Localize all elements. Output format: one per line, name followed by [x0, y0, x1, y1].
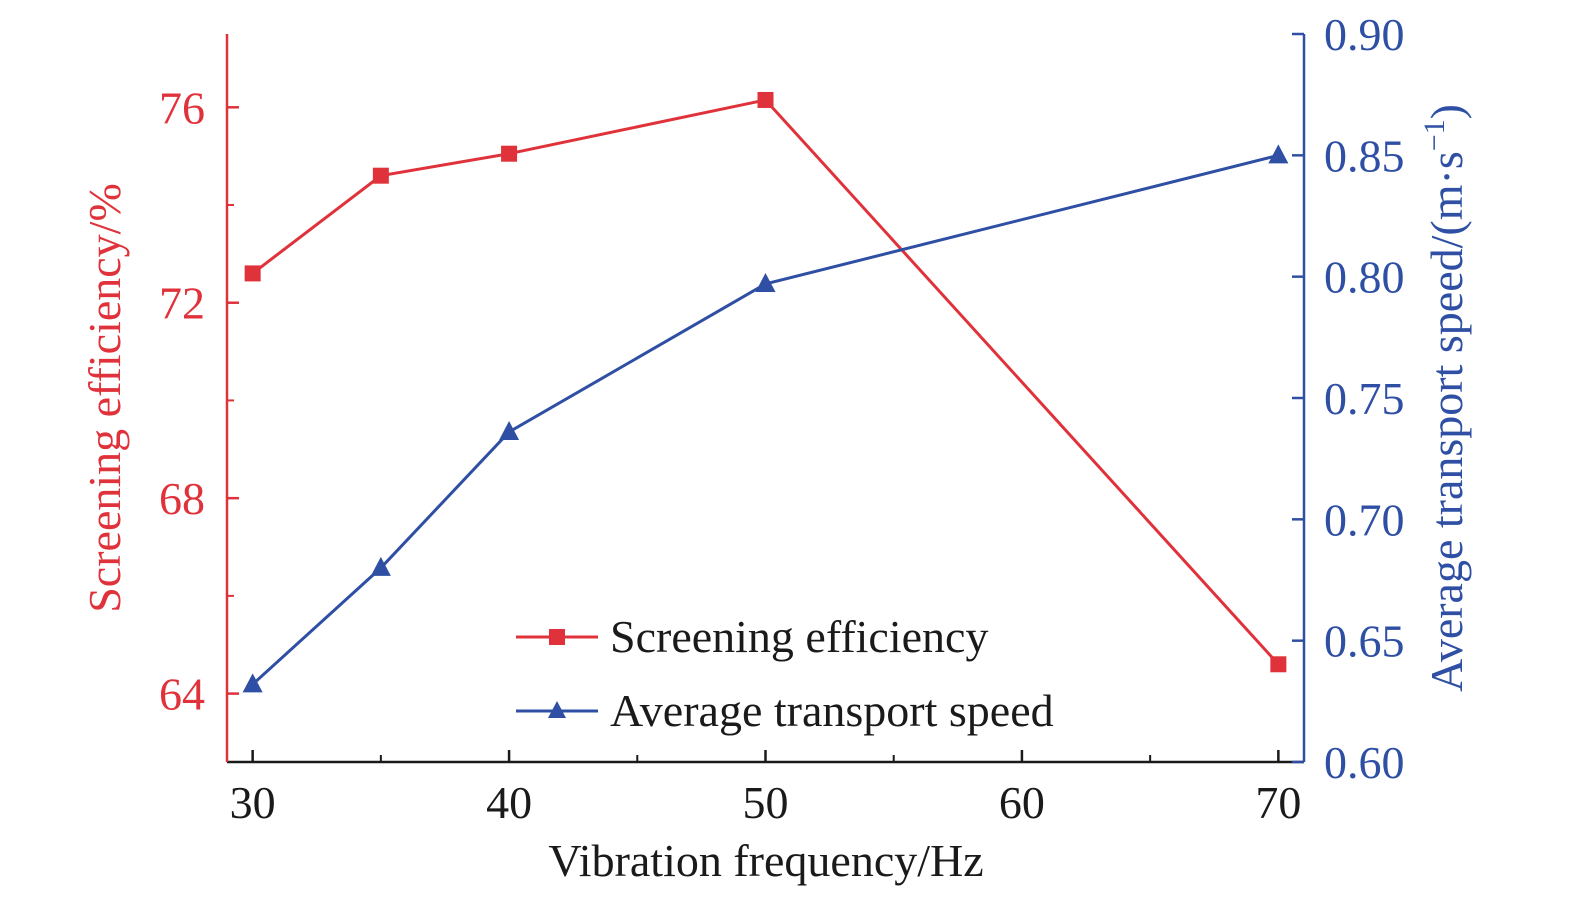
- right-axis-title-main: Average transport speed/(m·s: [1421, 151, 1472, 692]
- right-tick-label-0.65: 0.65: [1324, 616, 1405, 667]
- x-tick-label-40: 40: [486, 777, 532, 828]
- legend-marker-average-transport-speed: [548, 701, 566, 718]
- axes-group: 30 40 50 60 70 64 68 72 76 0.60 0.65 0.70 0.75 0.80 0.…: [159, 9, 1405, 828]
- point-screening-efficiency-50: [757, 91, 774, 108]
- right-tick-label-0.70: 0.70: [1324, 494, 1405, 545]
- series-line-average-transport-speed: [251, 153, 1279, 686]
- left-tick-label-68: 68: [159, 473, 205, 524]
- x-tick-label-70: 70: [1255, 777, 1301, 828]
- series-line-screening-efficiency: [251, 98, 1280, 666]
- right-tick-label-0.60: 0.60: [1324, 737, 1405, 788]
- left-tick-label-64: 64: [159, 669, 205, 720]
- right-tick-label-0.85: 0.85: [1324, 130, 1405, 181]
- point-average-transport-speed-50: [755, 272, 776, 292]
- x-axis-title: Vibration frequency/Hz: [548, 835, 983, 886]
- right-tick-label-0.90: 0.90: [1324, 9, 1405, 60]
- legend-label-average-transport-speed: Average transport speed: [610, 685, 1054, 736]
- right-axis-title-sup: −1: [1418, 119, 1451, 151]
- right-tick-label-0.80: 0.80: [1324, 252, 1405, 303]
- point-average-transport-speed-40: [499, 420, 520, 440]
- left-tick-label-72: 72: [159, 278, 205, 329]
- x-tick-label-50: 50: [743, 777, 789, 828]
- x-tick-label-60: 60: [999, 777, 1045, 828]
- point-screening-efficiency-40: [501, 145, 518, 162]
- point-screening-efficiency-30: [244, 265, 261, 282]
- legend-marker-screening-efficiency: [549, 629, 565, 645]
- x-tick-label-30: 30: [230, 777, 276, 828]
- point-average-transport-speed-70: [1268, 144, 1289, 164]
- right-axis-title-close: ): [1421, 104, 1472, 119]
- right-axis-title: Average transport speed/(m·s−1): [1418, 104, 1472, 692]
- point-screening-efficiency-70: [1270, 656, 1287, 673]
- legend-label-screening-efficiency: Screening efficiency: [610, 611, 988, 662]
- left-tick-label-76: 76: [159, 82, 205, 133]
- legend: Screening efficiency Average transport s…: [516, 611, 1054, 736]
- right-tick-label-0.75: 0.75: [1324, 373, 1405, 424]
- series-group: [242, 91, 1289, 693]
- point-average-transport-speed-35: [370, 556, 391, 576]
- left-axis-title: Screening efficiency/%: [79, 183, 130, 613]
- point-screening-efficiency-35: [372, 167, 389, 184]
- point-average-transport-speed-30: [242, 673, 263, 693]
